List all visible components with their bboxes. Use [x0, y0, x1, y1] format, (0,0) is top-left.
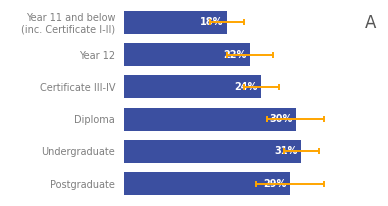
Bar	[124, 140, 301, 163]
Bar	[124, 11, 227, 34]
Text: 30%: 30%	[269, 114, 292, 124]
Text: 29%: 29%	[263, 179, 287, 189]
Text: A: A	[365, 14, 376, 32]
Bar	[124, 43, 250, 66]
Text: 31%: 31%	[275, 146, 298, 156]
Bar	[124, 108, 296, 131]
Text: 22%: 22%	[223, 50, 246, 60]
Bar	[124, 75, 262, 98]
Bar	[124, 172, 290, 195]
Text: 18%: 18%	[200, 17, 223, 27]
Text: 24%: 24%	[235, 82, 258, 92]
